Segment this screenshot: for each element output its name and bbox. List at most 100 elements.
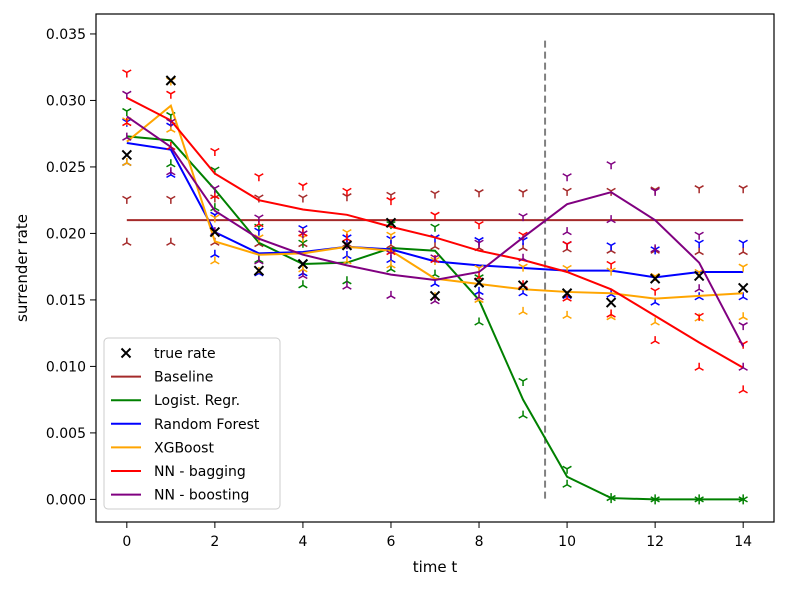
lower-bound-marker <box>474 317 484 326</box>
x-tick-label: 4 <box>298 534 307 550</box>
lower-bound-marker <box>122 237 132 246</box>
upper-bound-marker <box>122 69 132 78</box>
upper-bound-marker <box>386 191 396 200</box>
upper-bound-marker <box>210 185 220 194</box>
x-tick-label: 12 <box>646 534 664 550</box>
true-rate-point <box>737 282 749 294</box>
upper-bound-marker <box>298 182 308 191</box>
lower-bound-marker <box>386 290 396 300</box>
lower-bound-marker <box>694 247 704 256</box>
lower-bound-marker <box>518 410 528 419</box>
legend-item-nn-bagging: NN - bagging <box>111 464 246 480</box>
upper-bound-marker <box>606 242 616 251</box>
y-axis: 0.000 0.005 0.010 0.015 0.020 0.025 0.030 0.035 <box>46 27 96 508</box>
lower-bound-marker <box>562 479 572 488</box>
lower-bound-marker <box>210 249 220 258</box>
x-tick-label: 0 <box>122 534 131 550</box>
upper-bound-marker <box>298 230 308 239</box>
lower-bound-marker <box>738 385 748 394</box>
upper-bound-marker <box>562 465 572 474</box>
lower-bound-marker <box>166 237 176 246</box>
legend: true rate Baseline Logist. Regr. Random For… <box>103 337 281 510</box>
upper-bound-marker <box>738 322 748 331</box>
lower-bound-marker <box>606 215 616 224</box>
lower-bound-marker <box>738 292 748 301</box>
y-tick-label: 0.020 <box>46 226 86 242</box>
upper-bound-marker <box>694 231 704 240</box>
upper-bound-marker <box>650 287 660 296</box>
true-rate-point <box>649 273 661 284</box>
upper-bound-marker <box>122 90 132 99</box>
y-tick-label: 0.000 <box>46 492 86 508</box>
true-rate-point <box>429 290 441 302</box>
series-line <box>126 96 744 369</box>
upper-bound-marker <box>474 189 484 198</box>
lower-bound-marker <box>122 118 132 127</box>
lower-bound-marker <box>298 270 308 280</box>
true-rate-point <box>385 217 397 228</box>
upper-bound-marker <box>122 195 132 204</box>
upper-bound-marker <box>694 239 704 248</box>
upper-bound-marker <box>606 267 616 276</box>
upper-bound-marker <box>254 173 264 182</box>
series-line <box>126 104 744 300</box>
upper-bound-marker <box>386 197 396 206</box>
upper-bound-marker <box>386 250 396 259</box>
legend-item-nn-boosting: NN - boosting <box>111 488 249 504</box>
upper-bound-marker <box>298 194 308 203</box>
true-rate-point <box>473 277 485 288</box>
upper-bound-marker <box>738 263 748 272</box>
legend-label: true rate <box>154 346 216 362</box>
upper-bound-marker <box>474 239 484 248</box>
legend-label: Logist. Regr. <box>154 393 240 409</box>
upper-bound-marker <box>738 185 748 194</box>
upper-bound-marker <box>210 147 220 156</box>
true-rate-point <box>209 226 221 238</box>
series-nn-boosting <box>122 90 748 371</box>
lower-bound-marker <box>386 260 396 269</box>
upper-bound-marker <box>430 254 440 263</box>
lower-bound-marker <box>738 494 748 503</box>
upper-bound-marker <box>254 214 264 223</box>
true-rate-point <box>121 149 133 161</box>
upper-bound-marker <box>166 118 176 127</box>
y-tick-label: 0.030 <box>46 93 86 109</box>
legend-swatch <box>120 347 132 359</box>
series-line <box>126 115 745 347</box>
upper-bound-marker <box>342 187 352 196</box>
plot-frame <box>95 13 775 523</box>
upper-bound-marker <box>738 239 748 248</box>
y-tick-label: 0.035 <box>46 27 86 43</box>
x-tick-label: 6 <box>387 534 396 550</box>
x-tick-label: 10 <box>558 534 576 550</box>
upper-bound-marker <box>430 211 440 220</box>
lower-bound-marker <box>738 247 748 256</box>
lower-bound-marker <box>650 317 660 326</box>
lower-bound-marker <box>342 281 352 290</box>
series-true-rate <box>121 75 749 308</box>
lower-bound-marker <box>650 336 660 345</box>
lower-bound-marker <box>342 256 352 265</box>
x-axis-label: time t <box>413 558 458 576</box>
true-rate-point <box>693 270 705 282</box>
upper-bound-marker <box>694 185 704 194</box>
x-tick-label: 2 <box>210 534 219 550</box>
upper-bound-marker <box>430 190 440 199</box>
legend-label: NN - bagging <box>154 464 246 480</box>
upper-bound-marker <box>562 187 572 196</box>
lower-bound-marker <box>738 362 748 371</box>
lower-bound-marker <box>650 244 660 253</box>
lower-bound-marker <box>166 167 176 176</box>
lower-bound-marker <box>254 256 264 265</box>
upper-bound-marker <box>122 107 132 117</box>
upper-bound-marker <box>518 189 528 198</box>
upper-bound-marker <box>474 220 484 230</box>
lower-bound-marker <box>650 494 660 503</box>
lower-bound-marker <box>738 312 748 321</box>
upper-bound-marker <box>562 173 572 182</box>
legend-label: Random Forest <box>154 417 260 433</box>
lower-bound-marker <box>562 310 572 320</box>
lower-bound-marker <box>694 494 704 503</box>
legend-item-xgboost: XGBoost <box>111 440 214 456</box>
true-rate-point <box>253 265 265 276</box>
